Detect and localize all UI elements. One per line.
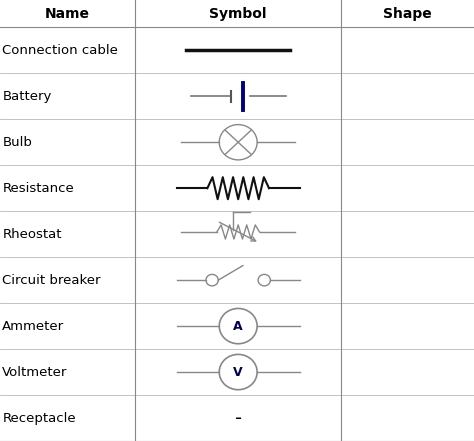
Text: Battery: Battery: [2, 90, 52, 103]
Text: Circuit breaker: Circuit breaker: [2, 273, 101, 287]
Text: Bulb: Bulb: [2, 136, 32, 149]
Text: Receptacle: Receptacle: [2, 411, 76, 425]
Text: Shape: Shape: [383, 7, 432, 21]
Text: A: A: [233, 320, 243, 333]
Text: Ammeter: Ammeter: [2, 320, 64, 333]
Text: Rheostat: Rheostat: [2, 228, 62, 241]
Text: V: V: [233, 366, 243, 378]
Text: Connection cable: Connection cable: [2, 44, 118, 57]
Text: Symbol: Symbol: [210, 7, 267, 21]
Text: Name: Name: [45, 7, 90, 21]
Text: -: -: [235, 408, 242, 427]
Text: Voltmeter: Voltmeter: [2, 366, 68, 378]
Text: Resistance: Resistance: [2, 182, 74, 195]
